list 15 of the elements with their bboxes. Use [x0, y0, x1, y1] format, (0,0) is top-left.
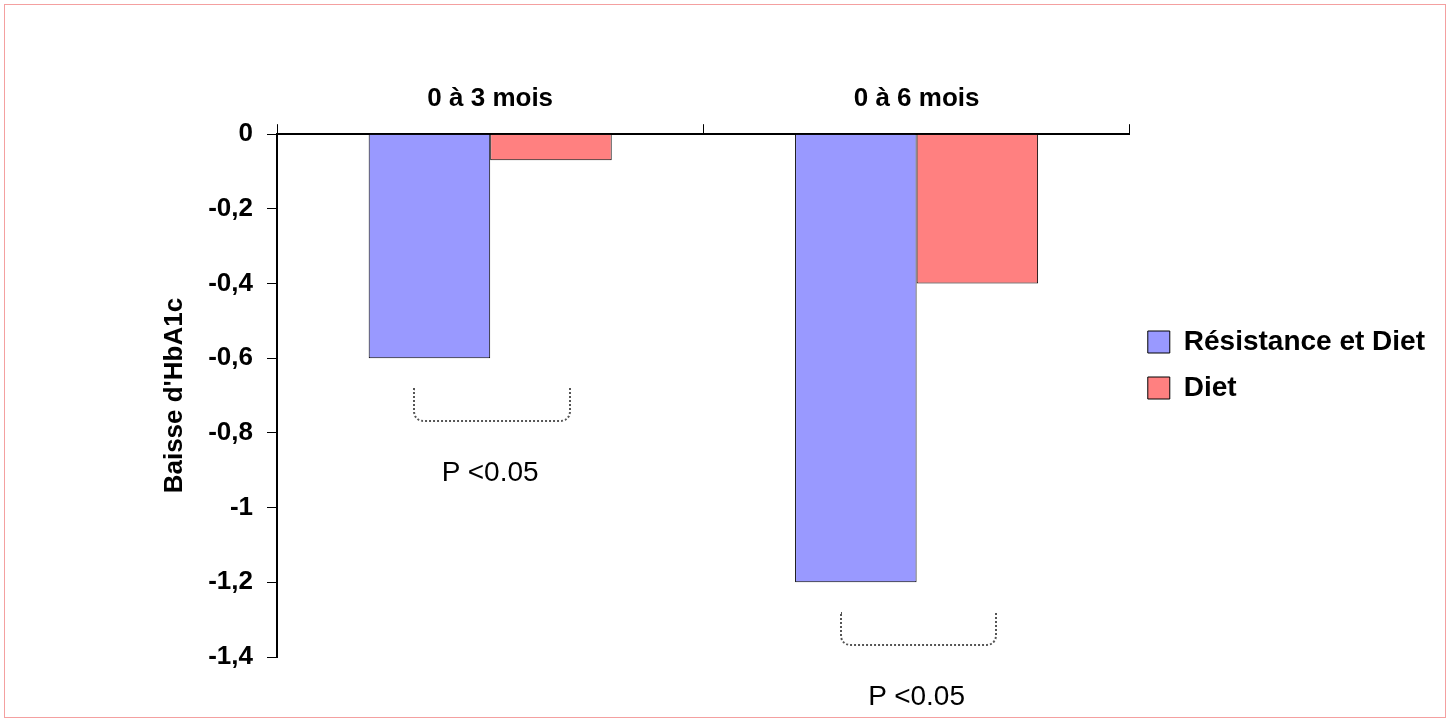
- x-tick-label: 0 à 3 mois: [427, 81, 554, 112]
- y-axis-title: Baisse d'HbA1c: [157, 297, 188, 494]
- y-tick-label: -0,6: [208, 341, 253, 372]
- x-tick-label: 0 à 6 mois: [853, 81, 980, 112]
- annotation: P <0.05: [441, 455, 539, 487]
- y-tick-label: -1,4: [208, 640, 254, 671]
- text: P <0.05: [868, 680, 965, 712]
- y-tick-label: 0: [238, 117, 253, 148]
- y-tick-label: -0,4: [208, 266, 254, 297]
- y-tick-label: -1: [229, 490, 253, 521]
- y-tick-label: -0,8: [208, 416, 253, 447]
- y-tick-label: -0,2: [208, 192, 253, 223]
- legend-label: Résistance et Diet: [1183, 324, 1426, 356]
- y-tick-label: -1,2: [208, 565, 253, 596]
- legend-label: Diet: [1183, 370, 1237, 402]
